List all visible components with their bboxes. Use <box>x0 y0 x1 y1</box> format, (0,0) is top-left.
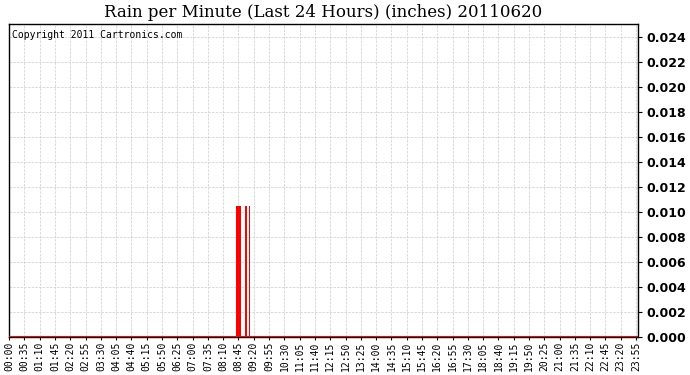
Title: Rain per Minute (Last 24 Hours) (inches) 20110620: Rain per Minute (Last 24 Hours) (inches)… <box>104 4 542 21</box>
Text: Copyright 2011 Cartronics.com: Copyright 2011 Cartronics.com <box>12 30 183 40</box>
